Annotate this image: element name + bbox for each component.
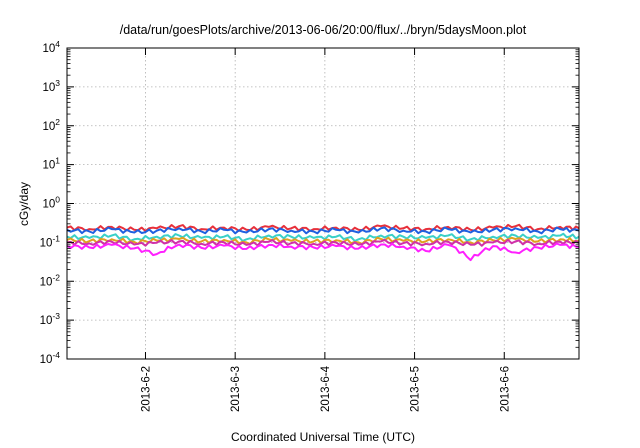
grid-lines [67,48,579,359]
x-axis-label: Coordinated Universal Time (UTC) [231,430,415,444]
y-tick-label: 10-2 [40,272,61,288]
y-tick-label: 101 [42,156,60,172]
y-tick-label: 103 [42,78,60,94]
x-tick-label: 2013-6-5 [410,366,422,412]
series-lines [66,223,580,262]
series-line [66,238,580,247]
y-tick-label: 10-1 [40,233,61,249]
y-tick-label: 104 [42,39,60,55]
series-line [66,226,580,235]
series-line [66,242,580,262]
y-tick-label: 100 [42,195,60,211]
x-tick-label: 2013-6-2 [140,366,152,412]
y-tick-label: 10-3 [40,311,61,327]
x-tick-label: 2013-6-3 [230,366,242,412]
x-tick-label: 2013-6-6 [499,366,511,412]
tick-labels: 10-4 10-3 10-2 10-1 100 101 102 103 104 2013-6-2 2… [40,39,512,412]
x-tick-label: 2013-6-4 [320,365,332,412]
y-tick-label: 102 [42,117,60,133]
axis-ticks [67,47,579,360]
y-tick-label: 10-4 [40,350,61,366]
chart-title: /data/run/goesPlots/archive/2013-06-06/2… [120,23,527,37]
series-line [66,223,580,233]
y-axis-label: cGy/day [17,182,31,226]
